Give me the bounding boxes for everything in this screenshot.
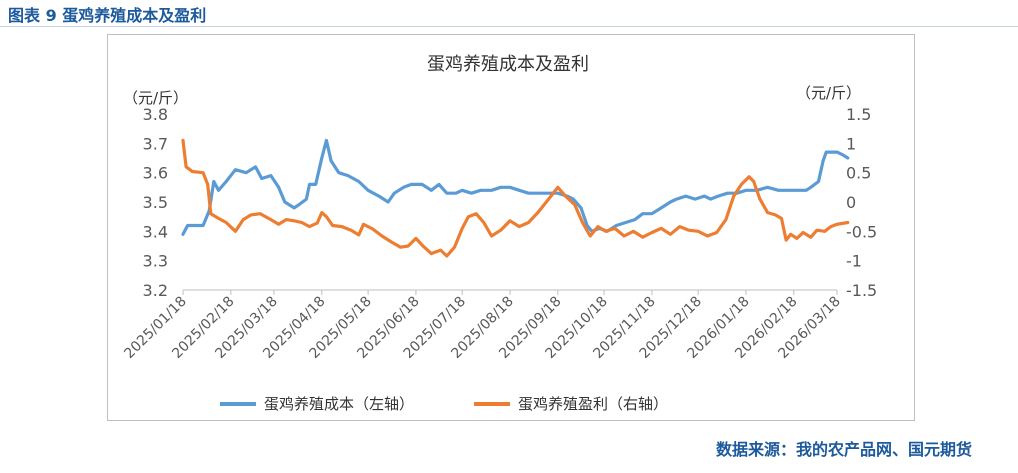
legend: 蛋鸡养殖成本（左轴） 蛋鸡养殖盈利（右轴） [220, 395, 668, 413]
y-right-tick-label: 0.5 [846, 164, 871, 183]
y-right-tick-label: 1.5 [846, 105, 871, 124]
legend-label-profit: 蛋鸡养殖盈利（右轴） [518, 395, 668, 413]
figure-title: 图表 9 蛋鸡养殖成本及盈利 [8, 6, 207, 25]
y-right-tick-label: -1.5 [846, 281, 877, 300]
y-left-tick-label: 3.7 [143, 134, 168, 153]
y-left-tick-label: 3.6 [143, 164, 168, 183]
left-axis-unit: （元/斤） [123, 89, 188, 107]
legend-label-cost: 蛋鸡养殖成本（左轴） [264, 395, 414, 413]
y-left-tick-label: 3.5 [143, 193, 168, 212]
y-right-tick-label: 1 [846, 134, 856, 153]
y-right-tick-label: 0 [846, 193, 856, 212]
y-left-tick-label: 3.4 [143, 222, 168, 241]
series-line-profit [181, 138, 850, 258]
y-left-tick-label: 3.3 [143, 252, 168, 271]
data-source: 数据来源：我的农产品网、国元期货 [715, 440, 972, 459]
chart-frame [107, 34, 915, 421]
series-line-cost [181, 138, 850, 236]
title-divider [0, 26, 1018, 27]
series-group [181, 138, 850, 258]
right-axis-unit: （元/斤） [796, 84, 861, 102]
y-right-tick-label: -1 [846, 252, 862, 271]
y-left-tick-label: 3.8 [143, 105, 168, 124]
y-left-tick-label: 3.2 [143, 281, 168, 300]
axes-group: 3.23.33.43.53.63.73.8-1.5-1-0.500.511.52… [121, 105, 877, 362]
chart-title: 蛋鸡养殖成本及盈利 [427, 53, 589, 75]
y-right-tick-label: -0.5 [846, 222, 877, 241]
